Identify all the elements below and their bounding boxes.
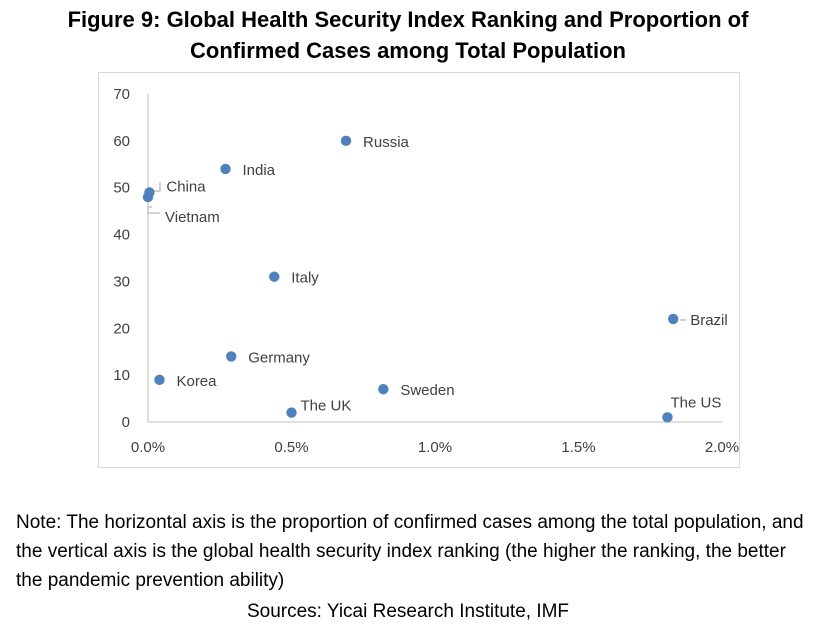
chart-source: Sources: Yicai Research Institute, IMF [246, 601, 570, 622]
chart-frame [98, 72, 740, 468]
data-label-the-uk: The UK [301, 398, 352, 415]
point-the-us [662, 412, 673, 423]
data-points [142, 135, 679, 423]
leader-line-china [152, 182, 161, 192]
chart-title-line-2: Confirmed Cases among Total Population [190, 38, 626, 63]
point-korea [154, 374, 165, 386]
chart-note: Note: The horizontal axis is the proport… [16, 512, 804, 591]
x-tick-label: 0.0% [131, 439, 165, 456]
point-india [220, 163, 231, 175]
data-label-germany: Germany [248, 349, 310, 366]
leader-lines [147, 182, 686, 321]
y-tick-label: 70 [113, 86, 130, 103]
data-labels: Russia India China Vietnam Italy Brazil German… [165, 134, 728, 415]
point-sweden [378, 384, 389, 395]
x-tick-label: 1.5% [561, 439, 595, 456]
y-tick-label: 20 [113, 320, 130, 337]
point-the-uk [286, 407, 297, 418]
point-italy [269, 271, 280, 282]
data-label-russia: Russia [363, 134, 410, 151]
y-tick-label: 50 [113, 180, 130, 197]
data-label-china: China [166, 178, 206, 195]
data-label-the-us: The US [670, 394, 721, 411]
y-tick-label: 40 [113, 227, 130, 244]
x-tick-label: 2.0% [705, 439, 739, 456]
y-tick-label: 10 [113, 367, 130, 384]
leader-line-vietnam [147, 206, 160, 214]
x-tick-label: 1.0% [418, 439, 452, 456]
data-label-brazil: Brazil [690, 312, 728, 329]
data-label-india: India [242, 162, 275, 179]
tick-labels: 0 10 20 30 40 50 60 70 0.0% 0.5% 1.0% 1.5% 2.0% [113, 86, 739, 456]
point-vietnam [142, 191, 154, 203]
y-tick-label: 60 [113, 133, 130, 150]
x-tick-label: 0.5% [274, 439, 308, 456]
chart-title: Figure 9: Global Health Security Index R… [0, 4, 816, 66]
point-germany [226, 351, 237, 362]
data-label-vietnam: Vietnam [165, 209, 220, 226]
axes [147, 94, 722, 423]
chart-title-line-1: Figure 9: Global Health Security Index R… [67, 7, 749, 32]
point-russia [340, 135, 352, 147]
point-brazil [668, 313, 679, 325]
data-label-sweden: Sweden [400, 382, 454, 399]
data-label-italy: Italy [291, 270, 319, 287]
y-tick-label: 30 [113, 273, 130, 290]
y-tick-label: 0 [122, 414, 130, 431]
data-label-korea: Korea [176, 373, 217, 390]
